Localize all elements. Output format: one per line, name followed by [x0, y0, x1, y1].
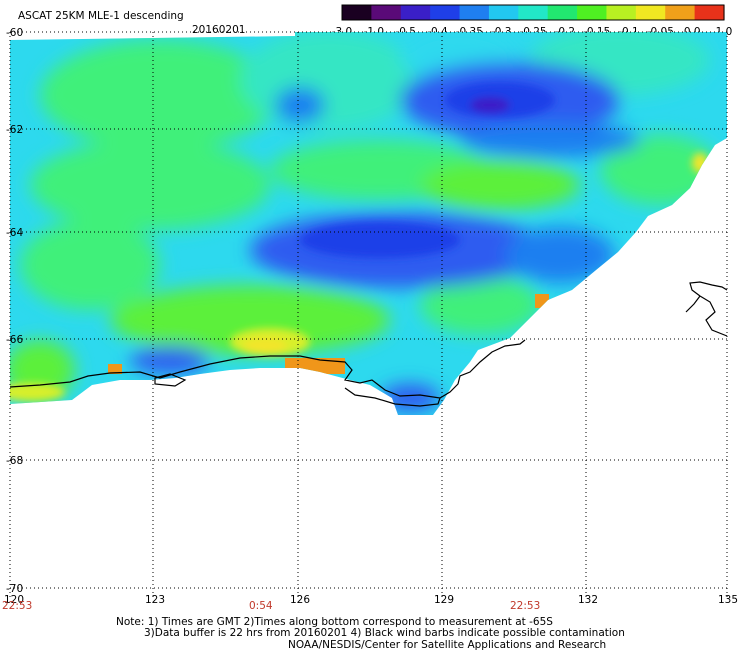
footer-note-2: 3)Data buffer is 22 hrs from 20160201 4)…	[144, 627, 625, 639]
colorbar-swatch	[577, 5, 608, 20]
colorbar-swatch	[547, 5, 578, 20]
lat-lon-grid	[9, 31, 728, 600]
lat-label: -60	[6, 27, 23, 39]
colorbar-swatch	[635, 5, 666, 20]
longitude-labels: 120 123 126 129 132 135	[4, 594, 738, 606]
lat-label: -68	[6, 455, 23, 467]
time-label: 0:54	[249, 600, 273, 612]
footer-note-1: Note: 1) Times are GMT 2)Times along bot…	[116, 616, 553, 628]
footer-note-3: NOAA/NESDIS/Center for Satellite Applica…	[288, 639, 606, 650]
time-label: 22:53	[510, 600, 540, 612]
colorbar-swatch	[518, 5, 549, 20]
lon-label: 120	[4, 594, 24, 606]
lon-label: 132	[578, 594, 598, 606]
colorbar-swatch	[371, 5, 402, 20]
colorbar-swatch	[459, 5, 490, 20]
lon-label: 135	[718, 594, 738, 606]
wind-data-swath	[10, 32, 727, 415]
lat-label: -64	[6, 227, 23, 239]
latitude-labels: -60 -62 -64 -66 -68 -70	[6, 27, 23, 595]
map-title: ASCAT 25KM MLE-1 descending	[18, 10, 184, 22]
lon-label: 123	[145, 594, 165, 606]
time-label: 22:53	[2, 600, 32, 612]
colorbar-swatch	[400, 5, 431, 20]
map-date: 20160201	[192, 24, 245, 36]
colorbar-swatch	[665, 5, 696, 20]
lat-label: -62	[6, 124, 23, 136]
colorbar-border	[341, 4, 725, 21]
lat-label: -70	[6, 583, 23, 595]
colorbar-swatch	[488, 5, 519, 20]
colorbar-swatch	[342, 5, 372, 20]
colorbar-swatch	[694, 5, 725, 20]
lon-label: 126	[290, 594, 310, 606]
lat-label: -66	[6, 334, 23, 346]
colorbar-swatch	[430, 5, 461, 20]
time-labels: 22:53 0:54 22:53	[2, 600, 540, 612]
colorbar-swatch	[606, 5, 637, 20]
lon-label: 129	[434, 594, 454, 606]
antarctic-coastline	[9, 281, 728, 407]
